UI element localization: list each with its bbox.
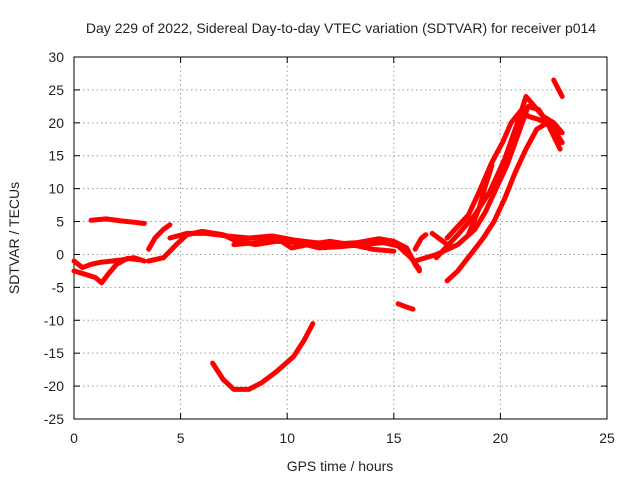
chart-title: Day 229 of 2022, Sidereal Day-to-day VTE…	[86, 20, 596, 36]
y-tick-label: -10	[44, 312, 64, 328]
y-tick-label: -20	[44, 378, 64, 394]
x-axis-title: GPS time / hours	[287, 458, 394, 474]
series-line-arc-16	[465, 163, 495, 238]
x-tick-label: 10	[279, 430, 295, 446]
x-tick-label: 0	[70, 430, 78, 446]
series-line-arc-11	[210, 321, 316, 392]
series-line-arc-5	[146, 228, 422, 272]
series-line-arc-17	[551, 77, 565, 99]
y-tick-label: -25	[44, 411, 64, 427]
y-tick-label: 10	[48, 181, 64, 197]
x-tick-label: 5	[177, 430, 185, 446]
y-tick-label: -5	[52, 279, 65, 295]
series-line-arc-15	[444, 120, 563, 284]
y-tick-label: 20	[48, 115, 64, 131]
series-line-arc-9	[412, 232, 429, 252]
axis-ticks: 0 5 10 15 20 25 -25 -20 -15 -10 -5 0 5 10 15 20 25 30	[44, 49, 615, 446]
y-tick-label: 25	[48, 82, 64, 98]
y-tick-label: 30	[48, 49, 64, 65]
grid	[74, 57, 607, 419]
series-line-arc-4	[146, 222, 173, 252]
series-line-arc-14	[444, 107, 565, 241]
series-line-arc-3	[88, 216, 147, 226]
x-tick-label: 20	[493, 430, 509, 446]
x-tick-label: 15	[386, 430, 402, 446]
x-tick-label: 25	[599, 430, 615, 446]
series-line-arc-2	[71, 255, 141, 286]
plot-frame	[73, 56, 608, 420]
y-tick-label: 15	[48, 148, 64, 164]
series-line-arc-8	[395, 301, 416, 312]
y-axis-title: SDTVAR / TECUs	[6, 182, 22, 294]
series-group	[71, 77, 565, 392]
y-tick-label: -15	[44, 345, 64, 361]
series-line-arc-13	[433, 94, 565, 261]
series-line-arc-10	[429, 230, 450, 248]
y-tick-label: 0	[56, 246, 64, 262]
y-tick-label: 5	[56, 214, 64, 230]
series-line-arc-7	[231, 235, 397, 254]
